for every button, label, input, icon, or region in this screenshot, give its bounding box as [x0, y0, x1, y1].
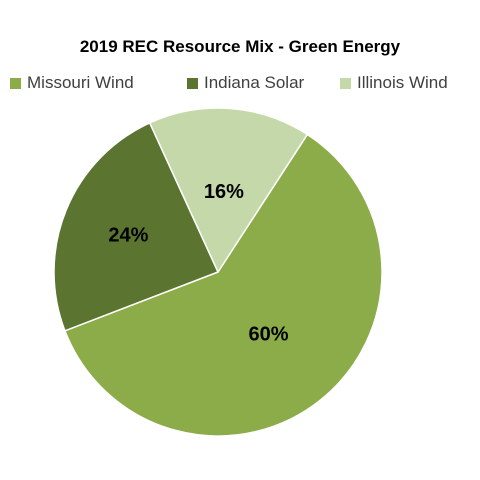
- legend-swatch-indiana-solar: [187, 77, 198, 89]
- pie-slice-missouri-wind: [64, 133, 383, 437]
- data-label-missouri-wind: 60%: [249, 323, 289, 345]
- legend-label-illinois-wind: Illinois Wind: [357, 73, 448, 92]
- data-label-illinois-wind: 16%: [204, 181, 244, 203]
- legend-item-missouri-wind: Missouri Wind: [10, 73, 134, 93]
- legend-swatch-illinois-wind: [340, 77, 351, 89]
- legend-item-indiana-solar: Indiana Solar: [187, 73, 304, 93]
- legend-label-indiana-solar: Indiana Solar: [204, 73, 305, 92]
- data-label-indiana-solar: 24%: [108, 224, 148, 246]
- chart-title: 2019 REC Resource Mix - Green Energy: [79, 37, 401, 56]
- pie-slice-illinois-wind: [148, 107, 309, 273]
- legend-label-missouri-wind: Missouri Wind: [27, 73, 134, 92]
- pie-slice-indiana-solar: [53, 122, 219, 332]
- legend-swatch-missouri-wind: [10, 77, 21, 89]
- legend-item-illinois-wind: Illinois Wind: [340, 73, 448, 93]
- chart-legend: Missouri Wind Indiana Solar Illinois Win…: [10, 73, 475, 95]
